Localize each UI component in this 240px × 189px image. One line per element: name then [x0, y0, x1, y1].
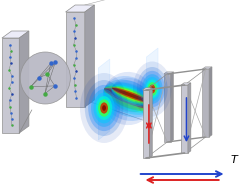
Ellipse shape	[147, 82, 157, 96]
Polygon shape	[19, 31, 29, 133]
Polygon shape	[2, 31, 29, 38]
Ellipse shape	[104, 86, 152, 111]
Polygon shape	[146, 48, 158, 125]
Ellipse shape	[104, 89, 152, 108]
Ellipse shape	[146, 80, 159, 98]
Text: $T$: $T$	[230, 153, 240, 165]
Ellipse shape	[111, 82, 150, 108]
Ellipse shape	[137, 67, 168, 111]
Polygon shape	[164, 74, 171, 142]
Ellipse shape	[103, 76, 153, 121]
Ellipse shape	[111, 80, 150, 110]
Polygon shape	[209, 67, 212, 137]
Ellipse shape	[112, 86, 150, 104]
Ellipse shape	[100, 102, 108, 114]
Ellipse shape	[103, 80, 153, 118]
Polygon shape	[188, 83, 191, 153]
Ellipse shape	[111, 78, 150, 112]
Ellipse shape	[144, 77, 161, 101]
Polygon shape	[181, 85, 188, 153]
Ellipse shape	[96, 96, 112, 120]
Ellipse shape	[102, 105, 106, 111]
Ellipse shape	[85, 80, 123, 136]
Ellipse shape	[80, 73, 128, 143]
Ellipse shape	[98, 99, 110, 117]
Polygon shape	[66, 5, 94, 12]
Polygon shape	[164, 72, 174, 74]
Ellipse shape	[104, 84, 153, 113]
Ellipse shape	[104, 88, 152, 109]
Ellipse shape	[112, 88, 149, 103]
Polygon shape	[85, 5, 94, 107]
Ellipse shape	[112, 87, 150, 103]
Ellipse shape	[88, 85, 120, 131]
Ellipse shape	[149, 85, 155, 93]
Ellipse shape	[102, 72, 154, 125]
Ellipse shape	[104, 87, 152, 110]
Polygon shape	[171, 72, 174, 142]
Ellipse shape	[112, 84, 150, 106]
Polygon shape	[202, 69, 209, 137]
Polygon shape	[143, 88, 152, 90]
Polygon shape	[2, 38, 19, 133]
Ellipse shape	[142, 74, 163, 104]
Circle shape	[20, 52, 70, 104]
Polygon shape	[181, 83, 191, 85]
Ellipse shape	[112, 85, 150, 105]
Polygon shape	[66, 12, 85, 107]
Polygon shape	[149, 88, 152, 158]
Ellipse shape	[133, 61, 172, 116]
Ellipse shape	[104, 82, 153, 115]
Ellipse shape	[93, 93, 115, 123]
Ellipse shape	[91, 89, 117, 127]
Polygon shape	[98, 59, 110, 140]
Polygon shape	[202, 67, 212, 69]
Polygon shape	[143, 90, 149, 158]
Ellipse shape	[151, 87, 154, 91]
Ellipse shape	[112, 88, 149, 102]
Ellipse shape	[139, 71, 165, 107]
